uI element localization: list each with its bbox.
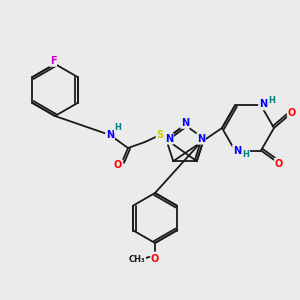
Text: N: N — [181, 118, 189, 128]
Text: H: H — [268, 96, 275, 105]
Text: N: N — [233, 146, 241, 155]
Text: N: N — [106, 130, 114, 140]
Text: S: S — [156, 130, 164, 140]
Text: N: N — [259, 100, 267, 110]
Text: O: O — [275, 158, 283, 169]
Text: N: N — [197, 134, 205, 144]
Text: H: H — [243, 150, 249, 159]
Text: N: N — [165, 134, 173, 144]
Text: H: H — [115, 124, 122, 133]
Text: O: O — [151, 254, 159, 264]
Text: CH₃: CH₃ — [129, 254, 145, 263]
Text: O: O — [288, 108, 296, 118]
Text: F: F — [50, 56, 56, 66]
Text: O: O — [114, 160, 122, 170]
